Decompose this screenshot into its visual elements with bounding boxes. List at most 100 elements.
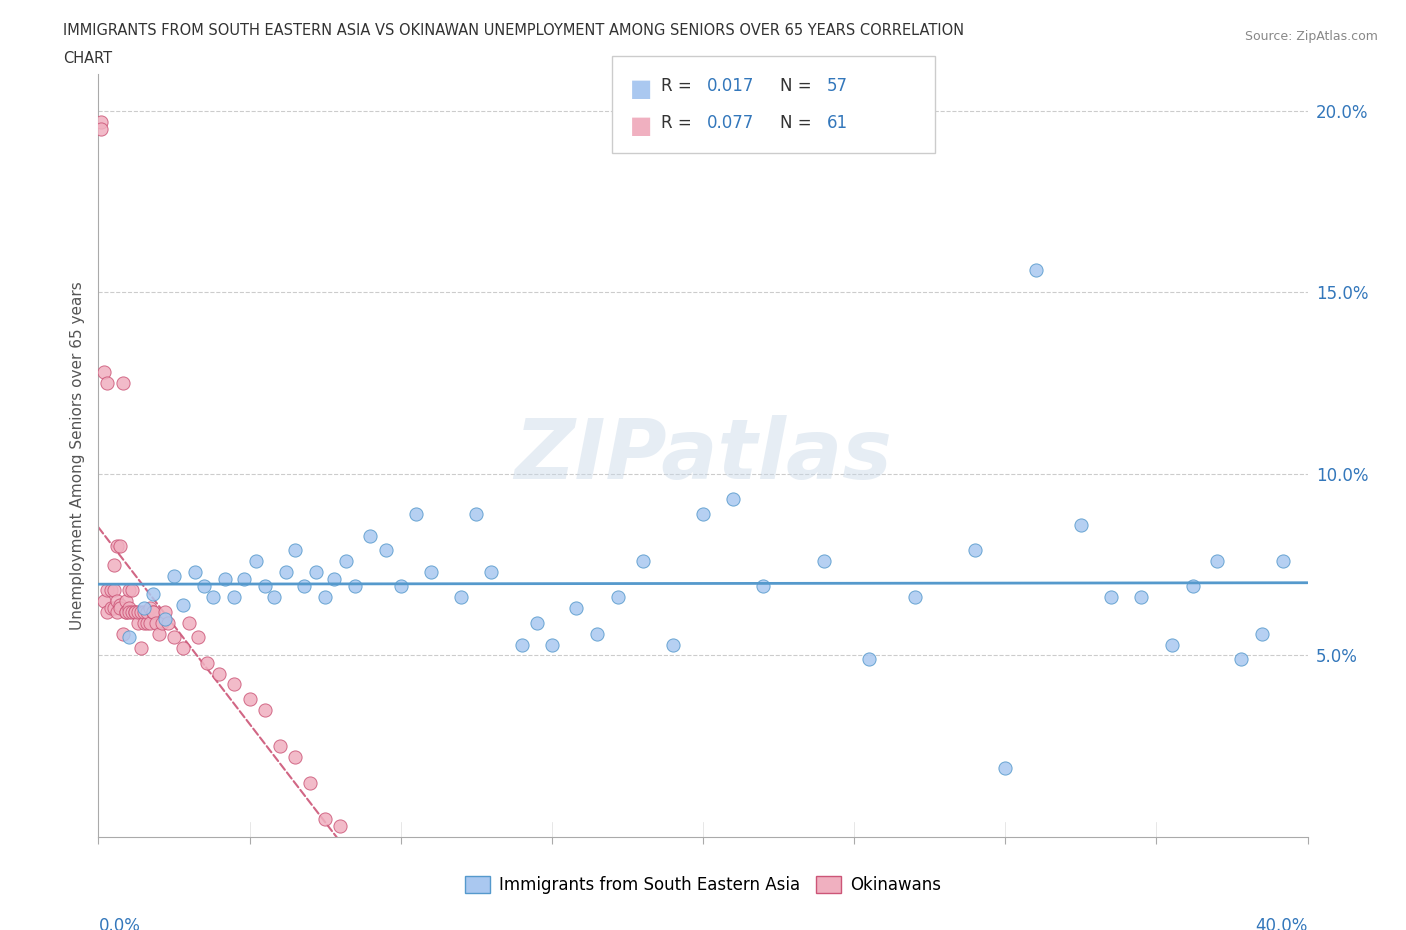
Point [129, 641, 152, 656]
Point [132, 616, 155, 631]
Point [118, 604, 141, 619]
Point [314, 811, 336, 826]
Point [224, 590, 246, 604]
Point [153, 612, 176, 627]
Text: R =: R = [661, 77, 697, 95]
Point [299, 775, 322, 790]
Point [108, 597, 131, 612]
Point [121, 604, 143, 619]
Point [179, 616, 201, 631]
Point [253, 702, 276, 717]
Point [135, 604, 157, 619]
Point [723, 492, 745, 507]
Point [1024, 263, 1046, 278]
Point [284, 750, 307, 764]
Point [586, 626, 609, 641]
Point [214, 572, 236, 587]
Point [93, 365, 115, 379]
Point [269, 738, 291, 753]
Point [1251, 626, 1274, 641]
Text: 57: 57 [827, 77, 848, 95]
Point [526, 616, 548, 631]
Point [90, 122, 112, 137]
Point [124, 604, 146, 619]
Point [150, 616, 173, 631]
Point [813, 553, 835, 568]
Point [692, 506, 714, 521]
Point [253, 579, 276, 594]
Point [105, 539, 128, 554]
Point [239, 692, 262, 707]
Point [232, 572, 254, 587]
Point [323, 572, 346, 587]
Point [1099, 590, 1122, 604]
Point [96, 376, 118, 391]
Text: Source: ZipAtlas.com: Source: ZipAtlas.com [1244, 30, 1378, 43]
Point [292, 579, 315, 594]
Point [108, 601, 131, 616]
Legend: Immigrants from South Eastern Asia, Okinawans: Immigrants from South Eastern Asia, Okin… [458, 870, 948, 901]
Point [193, 579, 215, 594]
Point [1070, 517, 1092, 532]
Point [111, 626, 134, 641]
Point [274, 565, 297, 579]
Point [105, 593, 128, 608]
Point [90, 114, 112, 129]
Point [96, 582, 118, 597]
Point [100, 582, 122, 597]
Point [142, 604, 165, 619]
Point [263, 590, 285, 604]
Point [374, 543, 396, 558]
Point [360, 528, 382, 543]
Text: ■: ■ [630, 114, 652, 139]
Point [187, 630, 209, 644]
Text: 0.0%: 0.0% [98, 917, 141, 930]
Point [540, 637, 562, 652]
Text: ZIPatlas: ZIPatlas [515, 415, 891, 497]
Point [965, 543, 987, 558]
Point [145, 616, 167, 631]
Point [994, 761, 1017, 776]
Point [142, 586, 165, 601]
Point [172, 641, 194, 656]
Text: ■: ■ [630, 77, 652, 101]
Point [118, 630, 141, 644]
Text: N =: N = [780, 77, 817, 95]
Point [172, 597, 194, 612]
Point [139, 616, 162, 631]
Point [114, 593, 136, 608]
Point [1130, 590, 1153, 604]
Point [111, 376, 134, 391]
Point [127, 616, 149, 631]
Point [148, 626, 170, 641]
Point [118, 601, 141, 616]
Point [1160, 637, 1182, 652]
Point [510, 637, 533, 652]
Point [96, 604, 118, 619]
Point [129, 604, 152, 619]
Point [607, 590, 630, 604]
Point [124, 604, 146, 619]
Point [153, 604, 176, 619]
Point [139, 601, 162, 616]
Point [565, 601, 588, 616]
Point [1230, 652, 1253, 667]
Text: IMMIGRANTS FROM SOUTH EASTERN ASIA VS OKINAWAN UNEMPLOYMENT AMONG SENIORS OVER 6: IMMIGRANTS FROM SOUTH EASTERN ASIA VS OK… [63, 23, 965, 38]
Point [163, 568, 186, 583]
Point [100, 601, 122, 616]
Point [858, 652, 880, 667]
Text: R =: R = [661, 114, 697, 132]
Point [1272, 553, 1295, 568]
Point [114, 604, 136, 619]
Point [118, 582, 141, 597]
Point [284, 543, 307, 558]
Point [465, 506, 488, 521]
Point [389, 579, 412, 594]
Point [631, 553, 654, 568]
Text: 61: 61 [827, 114, 848, 132]
Point [163, 630, 186, 644]
Point [114, 604, 136, 619]
Point [1181, 579, 1204, 594]
Point [132, 604, 155, 619]
Text: CHART: CHART [63, 51, 112, 66]
